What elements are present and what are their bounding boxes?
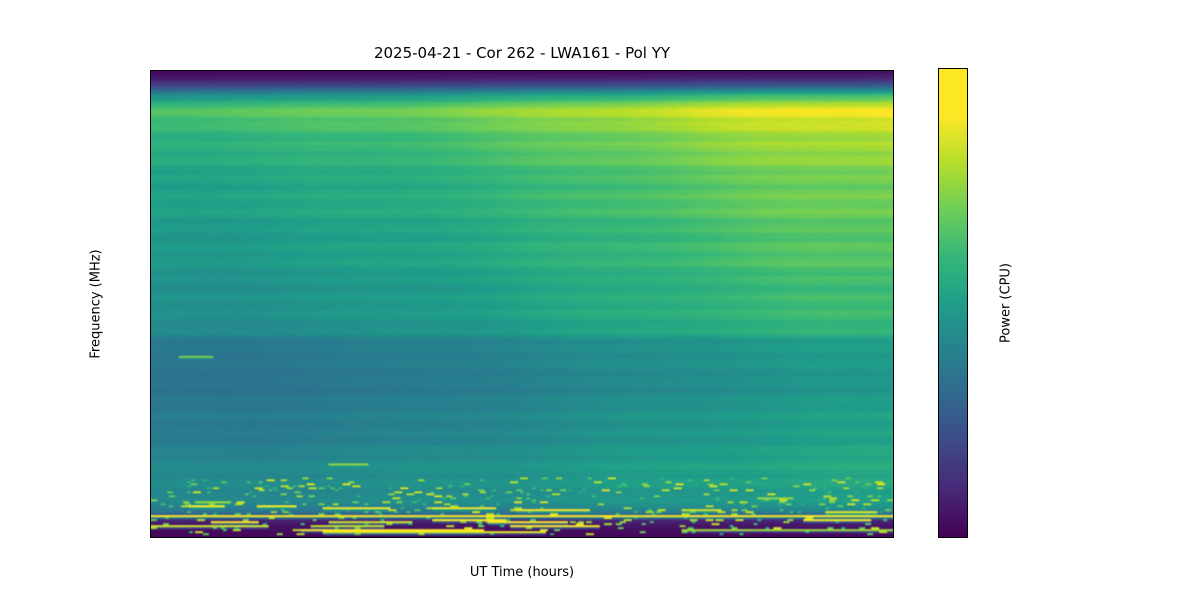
- colorbar-tick: [967, 250, 968, 251]
- y-axis-minor-tick: [150, 212, 151, 213]
- x-axis-minor-tick: [240, 537, 241, 538]
- colorbar-tick: [967, 310, 968, 311]
- y-axis-minor-tick: [150, 85, 151, 86]
- x-axis-tick: [815, 537, 816, 538]
- x-axis-tick: [372, 537, 373, 538]
- x-axis-minor-tick: [749, 537, 750, 538]
- x-axis-minor-tick: [727, 537, 728, 538]
- colorbar-minor-tick: [967, 340, 968, 341]
- x-axis-minor-tick: [860, 537, 861, 538]
- colorbar-label: Power (CPU): [998, 262, 1014, 344]
- x-axis-minor-tick: [793, 537, 794, 538]
- x-axis-minor-tick: [306, 537, 307, 538]
- x-axis-minor-tick: [439, 537, 440, 538]
- x-axis-minor-tick: [771, 537, 772, 538]
- x-axis-minor-tick: [417, 537, 418, 538]
- colorbar-minor-tick: [967, 99, 968, 100]
- y-axis-minor-tick: [150, 403, 151, 404]
- spectrogram-axes[interactable]: 20304050607080789101112: [150, 70, 894, 538]
- colorbar-tick: [967, 491, 968, 492]
- x-axis-minor-tick: [195, 537, 196, 538]
- x-axis-minor-tick: [572, 537, 573, 538]
- spectrogram-heatmap: [151, 71, 893, 537]
- y-axis-minor-tick: [150, 149, 151, 150]
- x-axis-minor-tick: [217, 537, 218, 538]
- y-axis-minor-tick: [150, 467, 151, 468]
- x-axis-minor-tick: [616, 537, 617, 538]
- x-axis-minor-tick: [550, 537, 551, 538]
- y-axis-minor-tick: [150, 339, 151, 340]
- x-axis-label: UT Time (hours): [469, 565, 575, 580]
- colorbar-tick: [967, 370, 968, 371]
- x-axis-minor-tick: [837, 537, 838, 538]
- y-axis-tick: [150, 308, 151, 309]
- x-axis-minor-tick: [328, 537, 329, 538]
- x-axis-minor-tick: [284, 537, 285, 538]
- x-axis-tick: [594, 537, 595, 538]
- colorbar-tick: [967, 69, 968, 70]
- colorbar-minor-tick: [967, 521, 968, 522]
- y-axis-tick: [150, 371, 151, 372]
- spectrogram-image: [151, 71, 893, 537]
- chart-title: 2025-04-21 - Cor 262 - LWA161 - Pol YY: [373, 44, 671, 62]
- x-axis-minor-tick: [350, 537, 351, 538]
- y-axis-minor-tick: [150, 276, 151, 277]
- y-axis-tick: [150, 435, 151, 436]
- x-axis-minor-tick: [638, 537, 639, 538]
- colorbar-minor-tick: [967, 400, 968, 401]
- x-axis-tick: [705, 537, 706, 538]
- colorbar-tick: [967, 190, 968, 191]
- colorbar-minor-tick: [967, 280, 968, 281]
- x-axis-minor-tick: [527, 537, 528, 538]
- x-axis-tick: [262, 537, 263, 538]
- x-axis-minor-tick: [505, 537, 506, 538]
- x-axis-minor-tick: [395, 537, 396, 538]
- y-axis-tick: [150, 180, 151, 181]
- y-axis-tick: [150, 244, 151, 245]
- colorbar-minor-tick: [967, 461, 968, 462]
- colorbar[interactable]: 510152025303540: [938, 68, 968, 538]
- x-axis-minor-tick: [461, 537, 462, 538]
- colorbar-minor-tick: [967, 220, 968, 221]
- y-axis-minor-tick: [150, 530, 151, 531]
- x-axis-minor-tick: [882, 537, 883, 538]
- x-axis-minor-tick: [660, 537, 661, 538]
- x-axis-minor-tick: [173, 537, 174, 538]
- colorbar-tick: [967, 431, 968, 432]
- colorbar-gradient: [939, 69, 967, 537]
- colorbar-tick: [967, 129, 968, 130]
- y-axis-tick: [150, 117, 151, 118]
- y-axis-label: Frequency (MHz): [88, 249, 104, 359]
- y-axis-tick: [150, 498, 151, 499]
- x-axis-minor-tick: [682, 537, 683, 538]
- colorbar-minor-tick: [967, 159, 968, 160]
- x-axis-tick: [483, 537, 484, 538]
